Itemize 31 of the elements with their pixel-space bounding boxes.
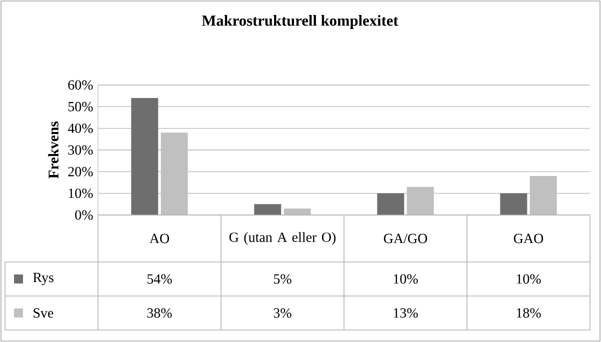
x-tick-label: AO <box>150 234 170 244</box>
bar <box>254 204 282 215</box>
y-tick-label: 0% <box>75 210 93 220</box>
data-label: 38% <box>147 308 172 318</box>
y-tick-label: 30% <box>68 145 93 155</box>
y-tick-label: 20% <box>68 166 93 176</box>
y-tick-label: 40% <box>68 124 93 134</box>
y-axis-title: Frekvens <box>48 122 58 179</box>
legend-label: Sve <box>34 308 54 318</box>
data-label: 5% <box>274 274 292 284</box>
bar <box>406 186 434 215</box>
legend-label: Rys <box>33 272 54 286</box>
y-tick-label: 60% <box>68 80 93 90</box>
chart-title: Makrostrukturell komplexitet <box>202 15 398 29</box>
bar <box>377 193 404 215</box>
data-label: 13% <box>394 308 418 318</box>
x-tick-label: G (utan A eller O) <box>229 232 336 245</box>
bar <box>284 208 311 215</box>
data-label: 18% <box>516 308 541 318</box>
data-label: 10% <box>394 274 418 284</box>
bar <box>500 193 528 215</box>
y-tick-label: 50% <box>68 102 93 112</box>
bar <box>131 98 158 215</box>
bar <box>160 132 188 215</box>
data-label: 3% <box>274 308 292 318</box>
x-tick-label: GA/GO <box>384 234 428 244</box>
data-label: 10% <box>516 274 541 284</box>
data-label: 54% <box>147 274 172 284</box>
x-tick-label: GAO <box>514 234 544 244</box>
y-tick-label: 10% <box>68 188 93 198</box>
bar <box>530 176 557 215</box>
